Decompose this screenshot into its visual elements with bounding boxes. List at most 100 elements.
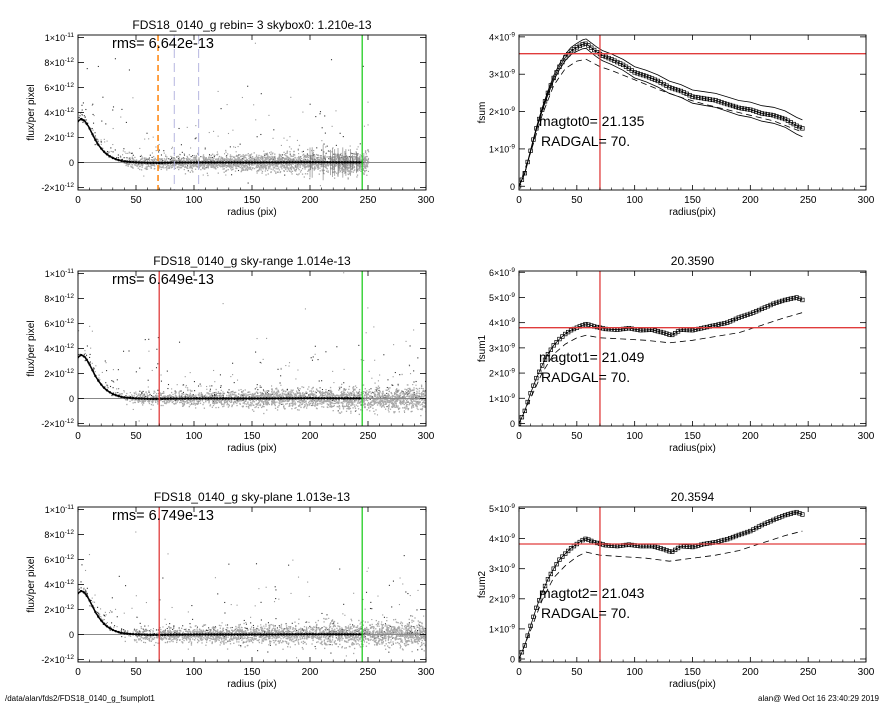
scatter-point (324, 132, 326, 134)
scatter-point (236, 379, 239, 381)
scatter-point (148, 138, 150, 140)
scatter-point (248, 155, 250, 157)
scatter-point (286, 152, 288, 154)
scatter-point (181, 160, 183, 162)
scatter-point (163, 160, 165, 162)
scatter-point (262, 160, 264, 162)
scatter-point (266, 169, 269, 172)
scatter-point (400, 402, 402, 404)
scatter-point (326, 168, 328, 170)
scatter-point (249, 391, 251, 393)
series-marker (707, 97, 712, 102)
profile-point (175, 161, 178, 164)
y-axis-label: flux/per pixel (26, 84, 37, 140)
scatter-point (353, 155, 356, 158)
scatter-point (192, 403, 194, 406)
scatter-point (315, 402, 317, 404)
scatter-point (159, 165, 161, 167)
scatter-point (335, 157, 338, 159)
scatter-point (84, 350, 86, 352)
scatter-point (168, 158, 170, 160)
scatter-point (142, 160, 144, 162)
scatter-point (326, 395, 328, 397)
series-marker (646, 75, 652, 80)
scatter-point (352, 159, 354, 161)
scatter-point (324, 155, 326, 157)
scatter-point (303, 166, 306, 168)
scatter-point (290, 163, 293, 165)
scatter-point (182, 164, 184, 166)
scatter-point (297, 165, 299, 167)
scatter-point (347, 173, 349, 175)
scatter-point (112, 143, 114, 146)
scatter-point (350, 167, 353, 170)
scatter-point (345, 155, 348, 158)
scatter-point (413, 329, 415, 331)
scatter-point (367, 124, 369, 126)
scatter-point (206, 166, 208, 168)
scatter-point (202, 174, 204, 176)
series-marker (800, 126, 805, 131)
scatter-point (258, 167, 261, 169)
scatter-point (195, 125, 197, 127)
scatter-point (420, 387, 423, 389)
scatter-point (223, 159, 225, 161)
scatter-point (340, 164, 342, 166)
scatter-point (366, 166, 369, 168)
scatter-point (304, 158, 306, 160)
scatter-point (308, 155, 310, 157)
scatter-point (359, 393, 361, 396)
scatter-point (220, 156, 222, 158)
scatter-point (293, 168, 295, 170)
scatter-point (194, 157, 196, 159)
scatter-point (271, 391, 273, 393)
scatter-point (283, 406, 285, 408)
scatter-point (356, 176, 358, 178)
scatter-point (206, 163, 209, 165)
scatter-point (265, 390, 267, 392)
scatter-point (332, 156, 334, 158)
scatter-point (257, 159, 260, 161)
scatter-point (135, 165, 138, 167)
scatter-point (276, 393, 278, 395)
scatter-point (415, 384, 417, 386)
scatter-point (319, 111, 322, 113)
scatter-point (160, 168, 162, 171)
scatter-point (143, 158, 146, 160)
profile-point (85, 122, 88, 125)
scatter-point (151, 159, 154, 162)
scatter-point (343, 388, 345, 390)
scatter-point (290, 160, 292, 162)
scatter-point (368, 403, 371, 405)
scatter-point (332, 165, 335, 168)
scatter-point (291, 155, 293, 158)
scatter-point (213, 401, 215, 404)
scatter-point (201, 395, 203, 397)
scatter-point (265, 167, 267, 169)
scatter-point (224, 401, 226, 404)
scatter-point (168, 166, 171, 169)
scatter-point (363, 396, 365, 398)
scatter-point (363, 169, 365, 171)
scatter-point (349, 394, 351, 396)
scatter-point (197, 163, 199, 165)
series-marker (638, 72, 643, 77)
scatter-point (348, 160, 350, 162)
scatter-point (345, 399, 347, 401)
scatter-point (210, 157, 212, 159)
scatter-point (150, 166, 152, 168)
scatter-point (180, 164, 182, 167)
scatter-point (408, 365, 411, 367)
scatter-point (253, 401, 256, 403)
scatter-point (286, 159, 288, 161)
scatter-point (105, 123, 107, 125)
scatter-point (94, 132, 96, 134)
scatter-point (260, 165, 263, 168)
scatter-point (331, 399, 333, 402)
scatter-point (304, 156, 306, 158)
scatter-point (311, 402, 313, 405)
scatter-point (121, 393, 123, 395)
scatter-point (133, 162, 135, 164)
scatter-point (256, 391, 259, 394)
scatter-point (208, 396, 210, 398)
